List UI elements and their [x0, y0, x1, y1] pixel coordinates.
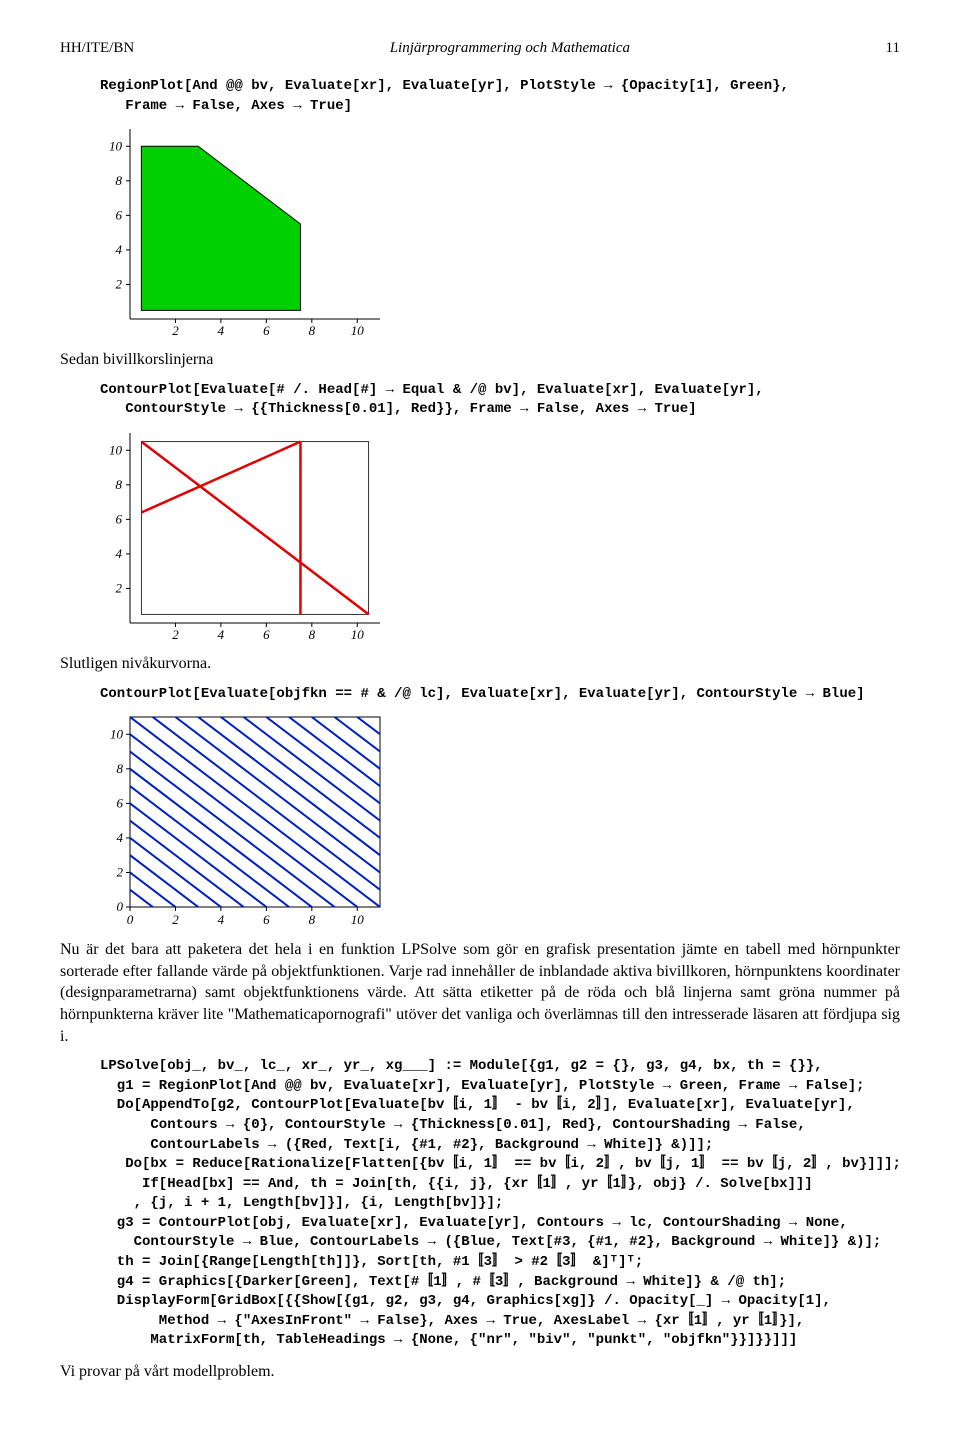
svg-text:0: 0: [117, 899, 124, 914]
svg-text:8: 8: [116, 477, 123, 492]
svg-text:10: 10: [351, 323, 365, 338]
narrative-1: Sedan bivillkorslinjerna: [60, 349, 900, 371]
svg-text:2: 2: [116, 580, 123, 595]
svg-text:10: 10: [109, 138, 123, 153]
svg-text:10: 10: [351, 627, 365, 642]
paragraph-main: Nu är det bara att paketera det hela i e…: [60, 939, 900, 1047]
region-plot: 2 4 6 8 10 2 4 6 8 10: [100, 124, 900, 339]
svg-text:6: 6: [116, 511, 123, 526]
svg-text:8: 8: [309, 627, 316, 642]
svg-text:2: 2: [172, 323, 179, 338]
code-block-1: RegionPlot[And @@ bv, Evaluate[xr], Eval…: [100, 77, 900, 116]
svg-text:6: 6: [263, 627, 270, 642]
header-left: HH/ITE/BN: [60, 40, 134, 57]
svg-text:8: 8: [309, 323, 316, 338]
narrative-2: Slutligen nivåkurvorna.: [60, 653, 900, 675]
svg-text:6: 6: [116, 208, 123, 223]
svg-text:4: 4: [218, 323, 225, 338]
svg-text:6: 6: [263, 323, 270, 338]
svg-text:4: 4: [117, 830, 124, 845]
svg-text:10: 10: [351, 912, 365, 927]
header-center: Linjärprogrammering och Mathematica: [390, 40, 630, 57]
svg-text:0: 0: [127, 912, 134, 927]
svg-text:4: 4: [218, 912, 225, 927]
header-right: 11: [886, 40, 900, 57]
svg-text:2: 2: [116, 277, 123, 292]
contour-plot-blue: 0 2 4 6 8 10 0 2 4 6 8 10: [100, 712, 900, 929]
svg-text:6: 6: [117, 796, 124, 811]
contour-plot-red: 2 4 6 8 10 2 4 6 8 10: [100, 428, 900, 643]
svg-text:10: 10: [109, 442, 123, 457]
svg-text:4: 4: [116, 242, 123, 257]
code-block-2: ContourPlot[Evaluate[# /. Head[#] → Equa…: [100, 381, 900, 420]
svg-text:8: 8: [309, 912, 316, 927]
svg-text:4: 4: [218, 627, 225, 642]
code-block-4: LPSolve[obj_, bv_, lc_, xr_, yr_, xg___]…: [100, 1057, 900, 1351]
svg-text:2: 2: [172, 912, 179, 927]
svg-text:2: 2: [117, 865, 124, 880]
svg-text:6: 6: [263, 912, 270, 927]
svg-text:10: 10: [110, 726, 124, 741]
code-block-3: ContourPlot[Evaluate[objfkn == # & /@ lc…: [100, 685, 900, 705]
svg-text:4: 4: [116, 546, 123, 561]
svg-text:8: 8: [116, 173, 123, 188]
svg-text:2: 2: [172, 627, 179, 642]
svg-text:8: 8: [117, 761, 124, 776]
